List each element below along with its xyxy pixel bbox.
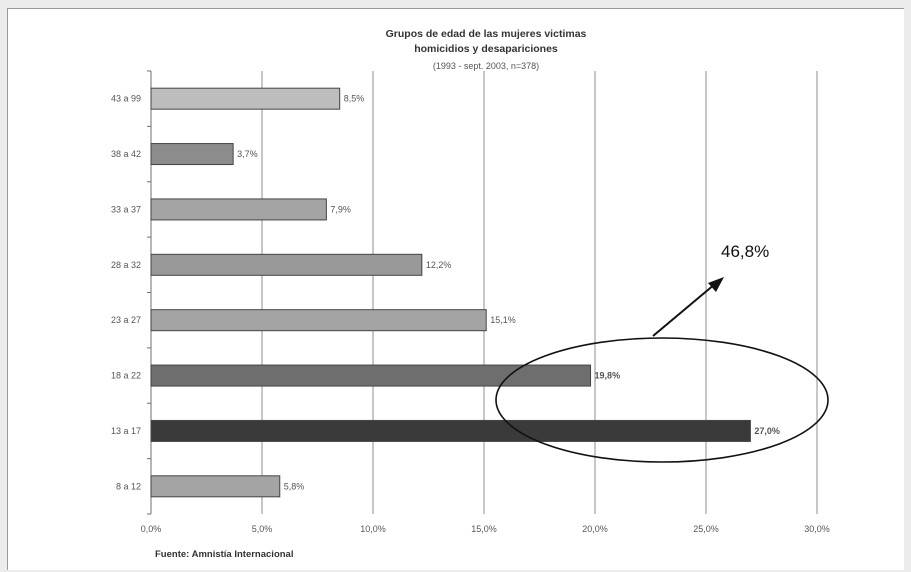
- x-tick-label: 15,0%: [471, 524, 497, 534]
- bar-13-a-17: [150, 419, 751, 442]
- bar-38-a-42: [150, 143, 234, 166]
- value-label: 3,7%: [237, 149, 258, 159]
- value-label: 27,0%: [754, 426, 780, 436]
- category-label: 38 a 42: [111, 149, 141, 159]
- chart-frame: 43 a 99 8,5% 38 a 42 3,7% 33 a 37 7,9% 28 a 32…: [7, 8, 904, 570]
- annotation: 46,8%: [495, 242, 829, 463]
- category-label: 8 a 12: [116, 481, 141, 491]
- category-label: 43 a 99: [111, 94, 141, 104]
- bar-23-a-27: [150, 309, 487, 332]
- chart-subtitle: (1993 - sept. 2003, n=378): [433, 61, 539, 71]
- value-label: 19,8%: [595, 371, 621, 381]
- bar-8-a-12: [150, 475, 281, 498]
- highlight-ellipse: [495, 337, 829, 463]
- x-tick-label: 5,0%: [252, 524, 273, 534]
- category-label: 23 a 27: [111, 315, 141, 325]
- bar-43-a-99: [150, 87, 341, 110]
- axes: [147, 70, 152, 515]
- chart-texts: 43 a 99 8,5% 38 a 42 3,7% 33 a 37 7,9% 28 a 32…: [111, 28, 830, 560]
- category-label: 28 a 32: [111, 260, 141, 270]
- x-tick-label: 0,0%: [141, 524, 162, 534]
- annotation-arrow-head: [708, 277, 724, 292]
- annotation-arrow-line: [652, 283, 716, 337]
- category-label: 18 a 22: [111, 371, 141, 381]
- source-note: Fuente: Amnistía Internacional: [155, 549, 293, 560]
- value-label: 5,8%: [284, 481, 305, 491]
- grid-lines: [261, 71, 818, 514]
- x-tick-label: 30,0%: [804, 524, 830, 534]
- category-label: 33 a 37: [111, 204, 141, 214]
- chart-title-line-2: homicidios y desapariciones: [414, 43, 558, 55]
- value-label: 15,1%: [490, 315, 516, 325]
- bar-28-a-32: [150, 253, 423, 276]
- bar-33-a-37: [150, 198, 327, 221]
- x-tick-label: 10,0%: [360, 524, 386, 534]
- annotation-text: 46,8%: [721, 242, 769, 261]
- x-tick-label: 20,0%: [582, 524, 608, 534]
- x-tick-label: 25,0%: [693, 524, 719, 534]
- value-label: 12,2%: [426, 260, 452, 270]
- bar-18-a-22: [150, 364, 592, 387]
- value-label: 8,5%: [344, 94, 365, 104]
- chart-title-line-1: Grupos de edad de las mujeres victimas: [386, 28, 587, 40]
- category-label: 13 a 17: [111, 426, 141, 436]
- bars: [150, 87, 751, 498]
- bar-chart: 43 a 99 8,5% 38 a 42 3,7% 33 a 37 7,9% 28 a 32…: [111, 28, 830, 560]
- value-label: 7,9%: [330, 204, 351, 214]
